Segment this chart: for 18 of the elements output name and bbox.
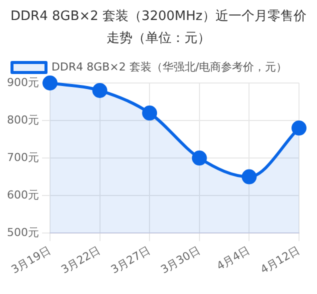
x-tick-label: 4月4日 (214, 244, 252, 273)
y-tick-label: 600元 (6, 188, 39, 202)
y-tick-label: 800元 (6, 113, 39, 126)
x-tick-label: 3月27日 (108, 244, 153, 276)
point (242, 169, 257, 184)
y-tick-label: 500元 (6, 226, 39, 239)
point (92, 83, 108, 98)
x-tick-label: 3月30日 (158, 244, 202, 276)
x-tick-label: 3月19日 (9, 244, 53, 276)
point (192, 150, 207, 166)
point (142, 106, 158, 121)
y-tick-label: 700元 (6, 150, 39, 164)
chart-title: DDR4 8GB×2 套装（3200MHz）近一个月零售价走势（单位：元） (10, 8, 308, 48)
point (292, 120, 306, 136)
y-tick-label: 900元 (6, 76, 39, 89)
x-tick-label: 4月12日 (258, 244, 302, 276)
x-tick-label: 3月22日 (58, 244, 103, 276)
legend-label: DDR4 8GB×2 套装（华强北/电商参考价，元） (52, 60, 288, 74)
